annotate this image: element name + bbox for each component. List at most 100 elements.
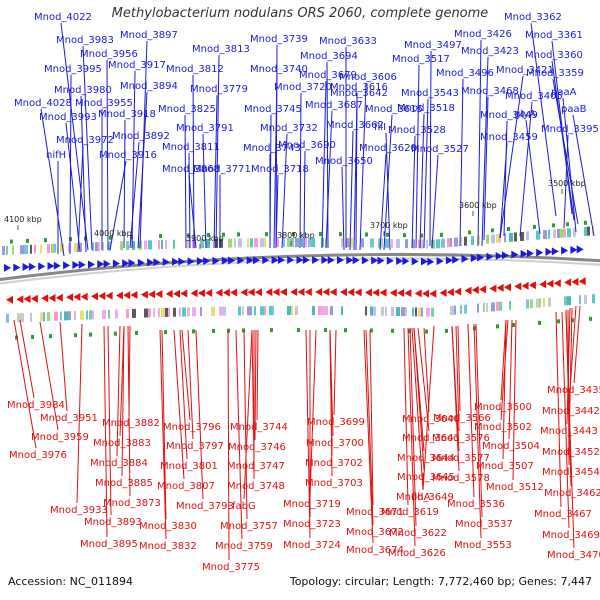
- reverse-gene-label: Mnod_3536: [447, 499, 505, 510]
- feature-tile: [370, 238, 374, 248]
- reverse-gene-arrow: [173, 289, 180, 298]
- feature-tile: [108, 309, 110, 319]
- green-mark: [26, 238, 29, 243]
- reverse-gene-label: Mnod_3748: [227, 481, 285, 492]
- feature-tile: [260, 306, 264, 316]
- green-mark: [74, 333, 77, 338]
- forward-gene-label: Mnod_3687: [305, 100, 363, 111]
- feature-tile: [346, 238, 350, 248]
- feature-tile: [206, 238, 210, 248]
- reverse-leader-line: [195, 329, 204, 500]
- reverse-leader-line: [159, 329, 167, 540]
- reverse-gene-arrow: [364, 288, 372, 297]
- reverse-gene-label: Mnod_3469: [542, 530, 600, 541]
- forward-leader-line: [215, 54, 220, 249]
- reverse-gene-arrow: [140, 290, 148, 299]
- feature-tile: [132, 240, 135, 250]
- reverse-gene-arrow: [155, 290, 163, 299]
- forward-gene-label: Mnod_3956: [80, 49, 138, 60]
- feature-tile: [115, 309, 118, 319]
- feature-tile: [238, 306, 241, 316]
- feature-tile: [536, 298, 540, 308]
- forward-leader-line: [325, 110, 333, 249]
- reverse-gene-arrow: [414, 289, 422, 298]
- forward-gene-arrow: [452, 255, 460, 264]
- feature-tile: [182, 307, 186, 317]
- green-mark: [584, 220, 587, 225]
- feature-tile: [126, 309, 129, 319]
- feature-tile: [95, 242, 99, 252]
- feature-tile: [543, 230, 547, 240]
- reverse-gene-label: Mnod_3435: [547, 385, 600, 396]
- forward-gene-label: Mnod_3606: [339, 72, 397, 83]
- feature-tile: [385, 238, 389, 248]
- reverse-leader-line: [13, 319, 37, 449]
- forward-gene-arrow: [576, 245, 584, 254]
- reverse-leader-line: [127, 325, 131, 497]
- forward-leader-line: [385, 132, 391, 251]
- forward-gene-label: Mnod_3894: [120, 81, 178, 92]
- forward-gene-arrow: [302, 256, 310, 265]
- feature-tile: [464, 304, 467, 314]
- forward-gene-label: Mnod_3423: [461, 46, 519, 57]
- green-mark: [445, 328, 448, 333]
- forward-leader-line: [281, 133, 288, 249]
- forward-gene-label: Mnod_3517: [392, 54, 450, 65]
- feature-tile: [54, 311, 58, 321]
- reverse-leader-line: [565, 311, 575, 549]
- forward-gene-label: Mnod_3459: [480, 132, 538, 143]
- reverse-gene-label: Mnod_3443: [540, 426, 598, 437]
- reverse-gene-arrow: [464, 286, 472, 295]
- reverse-leader-line: [413, 327, 425, 471]
- green-mark: [89, 332, 92, 337]
- feature-tile: [264, 238, 266, 248]
- feature-tile: [260, 238, 264, 248]
- green-mark: [130, 234, 133, 239]
- green-mark: [212, 328, 215, 333]
- forward-leader-line: [552, 78, 579, 225]
- scale-tick-label: 3800 kbp: [277, 231, 315, 240]
- feature-tile: [405, 307, 407, 317]
- forward-gene-arrow: [561, 246, 569, 255]
- forward-gene-arrow: [287, 256, 295, 265]
- forward-leader-line: [188, 174, 197, 249]
- reverse-gene-label: Mnod_3645: [397, 472, 455, 483]
- forward-gene-arrow: [128, 259, 136, 268]
- reverse-gene-arrow: [571, 277, 579, 286]
- scale-ticks: 4100 kbp 4000 kbp 3900 kbp 3800 kbp 3700 kbp…: [4, 179, 586, 249]
- feature-tile: [250, 238, 253, 248]
- forward-gene-label: Mnod_3892: [112, 131, 170, 142]
- reverse-gene-arrow: [471, 286, 479, 295]
- green-mark: [386, 232, 389, 237]
- reverse-leader-line: [403, 327, 409, 506]
- forward-gene-arrow: [402, 257, 410, 266]
- feature-tile: [431, 239, 435, 249]
- reverse-leader-line: [417, 327, 430, 432]
- reverse-leader-line: [407, 327, 416, 547]
- reverse-leader-line: [573, 305, 581, 384]
- feature-tile: [567, 296, 571, 306]
- forward-gene-label: Mnod_3615: [365, 104, 423, 115]
- feature-tile: [514, 232, 517, 242]
- forward-gene-arrow: [551, 247, 559, 256]
- forward-gene-arrow: [502, 251, 509, 260]
- feature-tile: [291, 306, 293, 316]
- forward-gene-arrow: [520, 249, 528, 258]
- reverse-leader-line: [161, 329, 167, 520]
- feature-tile: [486, 234, 489, 244]
- green-mark: [538, 320, 541, 325]
- feature-tile: [2, 245, 5, 255]
- forward-gene-arrow: [47, 262, 55, 271]
- green-mark: [109, 235, 112, 240]
- feature-tile: [264, 306, 266, 316]
- forward-gene-label: Mnod_3449: [480, 110, 538, 121]
- reverse-gene-arrow: [315, 288, 323, 297]
- feature-tile: [557, 228, 560, 238]
- reverse-gene-arrow: [422, 289, 429, 298]
- forward-gene-arrow: [536, 248, 544, 257]
- feature-tile: [295, 238, 299, 248]
- forward-leader-line: [202, 133, 207, 249]
- forward-gene-label: Mnod_3694: [300, 51, 358, 62]
- forward-gene-arrow: [38, 262, 46, 271]
- forward-gene-label: Mnod_4028: [14, 98, 72, 109]
